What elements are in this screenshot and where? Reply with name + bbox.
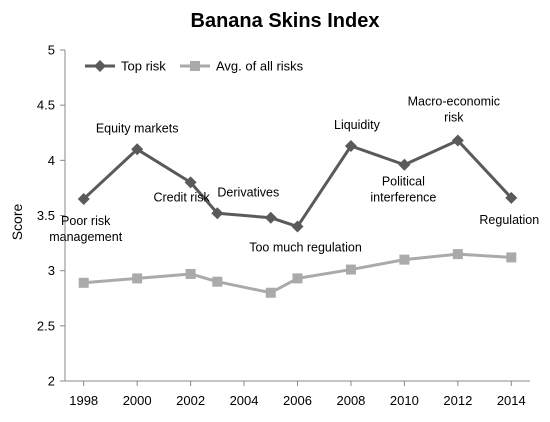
data-point (398, 158, 411, 171)
annotation-label: Equity markets (96, 121, 179, 135)
annotation-label: Too much regulation (249, 241, 362, 255)
data-point (131, 143, 144, 156)
data-point (184, 176, 197, 189)
series-layer (77, 134, 518, 298)
annotation-label: Liquidity (334, 118, 381, 132)
legend: Top risk Avg. of all risks (85, 59, 304, 74)
legend-marker (190, 61, 200, 71)
y-tick-label: 4 (48, 153, 55, 168)
annotation-label: Regulation (479, 213, 539, 227)
x-tick-label: 2002 (176, 393, 205, 408)
series-line (83, 252, 512, 295)
x-tick-label: 2014 (497, 393, 526, 408)
annotation-line: Political (382, 175, 425, 189)
x-tick-label: 2004 (230, 393, 259, 408)
chart-title: Banana Skins Index (191, 10, 380, 32)
series-line (82, 138, 513, 229)
y-tick-label: 4.5 (37, 98, 55, 113)
annotation-layer: Poor risk management Equity markets Credit … (49, 94, 539, 254)
x-tick-label: 2008 (336, 393, 365, 408)
annotation-line: management (49, 230, 122, 244)
annotation-line: Poor risk (61, 214, 111, 228)
legend-item: Avg. of all risks (180, 59, 304, 74)
data-point (345, 264, 356, 275)
y-tick-label: 5 (48, 43, 55, 58)
x-tick-label: 2012 (443, 393, 472, 408)
y-tick-label: 3.5 (37, 208, 55, 223)
annotation-line: Credit risk (153, 190, 210, 204)
data-point (292, 273, 303, 284)
data-point (399, 254, 410, 265)
annotation-line: Regulation (479, 213, 539, 227)
series-avg-of-all-risks (78, 249, 517, 298)
annotation-line: Derivatives (217, 185, 279, 199)
legend-label: Avg. of all risks (216, 59, 304, 74)
data-point (291, 220, 304, 233)
data-point (185, 268, 196, 279)
data-point (132, 273, 143, 284)
x-tick-label: 2010 (390, 393, 419, 408)
data-point (506, 252, 517, 263)
legend-label: Top risk (121, 59, 166, 74)
axes: 2 2.5 3 3.5 4 4.5 5 1998 2000 2002 2004 2006 2008 201… (37, 43, 530, 408)
series-top-risk (77, 134, 518, 233)
annotation-label: Political interference (370, 175, 436, 205)
data-point (77, 192, 90, 205)
data-point (78, 277, 89, 288)
legend-marker (94, 60, 106, 72)
y-tick-label: 3 (48, 263, 55, 278)
y-tick-label: 2 (48, 374, 55, 389)
annotation-label: Poor risk management (49, 214, 122, 244)
annotation-line: Liquidity (334, 118, 381, 132)
x-tick-label: 2000 (123, 393, 152, 408)
annotation-line: risk (444, 110, 464, 124)
annotation-line: interference (370, 191, 436, 205)
x-tick-label: 1998 (69, 393, 98, 408)
data-point (451, 134, 464, 147)
annotation-line: Equity markets (96, 121, 179, 135)
annotation-line: Too much regulation (249, 241, 362, 255)
data-point (505, 191, 518, 204)
data-point (212, 276, 223, 287)
legend-item: Top risk (85, 59, 166, 74)
annotation-label: Derivatives (217, 185, 279, 199)
y-axis-label: Score (9, 204, 25, 241)
annotation-line: Macro-economic (408, 94, 500, 108)
annotation-label: Macro-economic risk (408, 94, 500, 124)
data-point (211, 207, 224, 220)
x-tick-label: 2006 (283, 393, 312, 408)
y-tick-label: 2.5 (37, 318, 55, 333)
data-point (265, 287, 276, 298)
data-point (452, 249, 463, 260)
data-point (264, 211, 277, 224)
data-point (344, 139, 357, 152)
annotation-label: Credit risk (153, 190, 210, 204)
